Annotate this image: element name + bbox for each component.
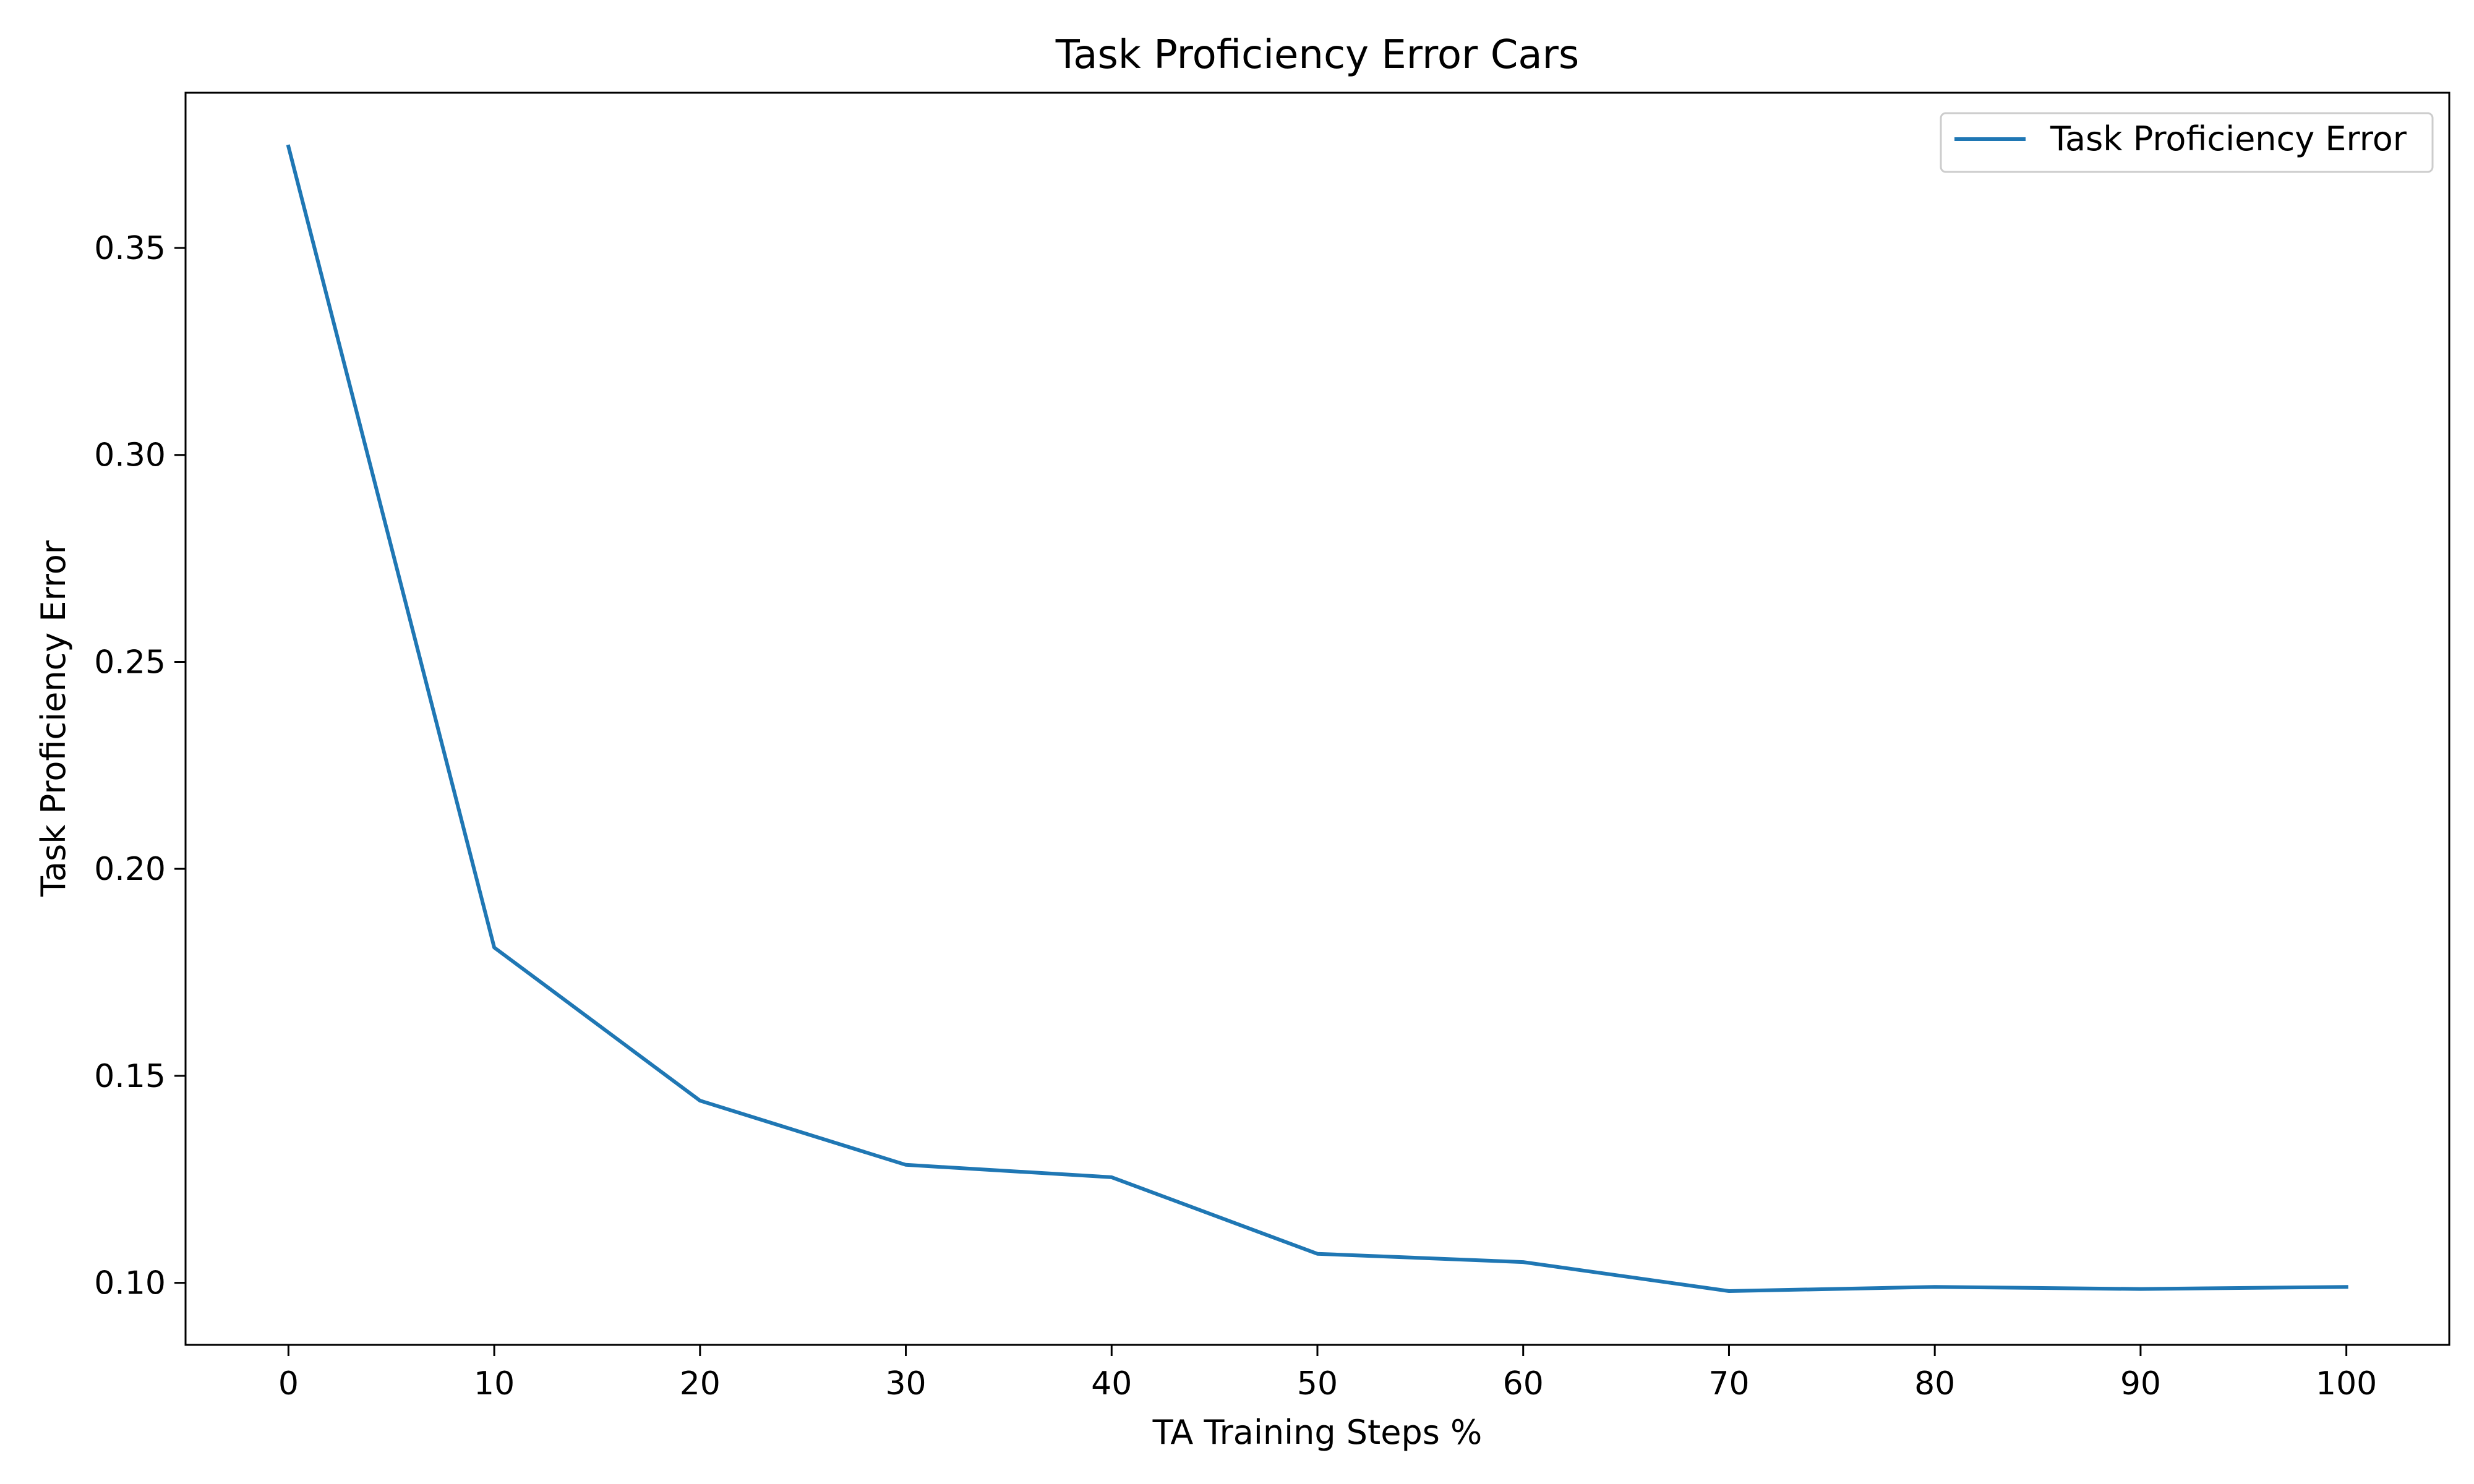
x-tick-label: 10 — [474, 1365, 515, 1402]
series-layer — [286, 144, 2348, 1293]
x-tick-label: 70 — [1708, 1365, 1749, 1402]
y-tick-label: 0.15 — [94, 1058, 166, 1095]
y-tick-label: 0.20 — [94, 851, 166, 888]
x-tick-label: 0 — [278, 1365, 299, 1402]
x-tick-label: 20 — [680, 1365, 721, 1402]
legend-box — [1940, 112, 2434, 173]
y-tick-label: 0.25 — [94, 644, 166, 681]
y-axis-label: Task Proficiency Error — [34, 540, 73, 897]
chart-title: Task Proficiency Error Cars — [1055, 32, 1580, 78]
y-axis: 0.10 0.15 0.20 0.25 0.30 0.35 — [94, 230, 186, 1302]
y-tick-label: 0.30 — [94, 437, 166, 474]
x-tick-label: 30 — [885, 1365, 926, 1402]
x-tick-label: 80 — [1914, 1365, 1955, 1402]
y-tick-label: 0.35 — [94, 230, 166, 267]
y-tick-label: 0.10 — [94, 1265, 166, 1302]
x-axis: 0 10 20 30 40 50 60 70 80 90 100 — [278, 1345, 2377, 1402]
x-axis-label: TA Training Steps % — [1152, 1413, 1483, 1452]
series-line-task-proficiency-error — [286, 144, 2348, 1293]
plot-frame — [184, 92, 2450, 1346]
x-tick-label: 60 — [1503, 1365, 1544, 1402]
legend: Task Proficiency Error — [1940, 112, 2434, 173]
x-tick-label: 100 — [2316, 1365, 2377, 1402]
x-tick-label: 90 — [2120, 1365, 2161, 1402]
plot-area — [186, 93, 2449, 1345]
x-tick-label: 40 — [1091, 1365, 1132, 1402]
legend-entry-label: Task Proficiency Error — [2050, 119, 2407, 158]
x-tick-label: 50 — [1297, 1365, 1338, 1402]
